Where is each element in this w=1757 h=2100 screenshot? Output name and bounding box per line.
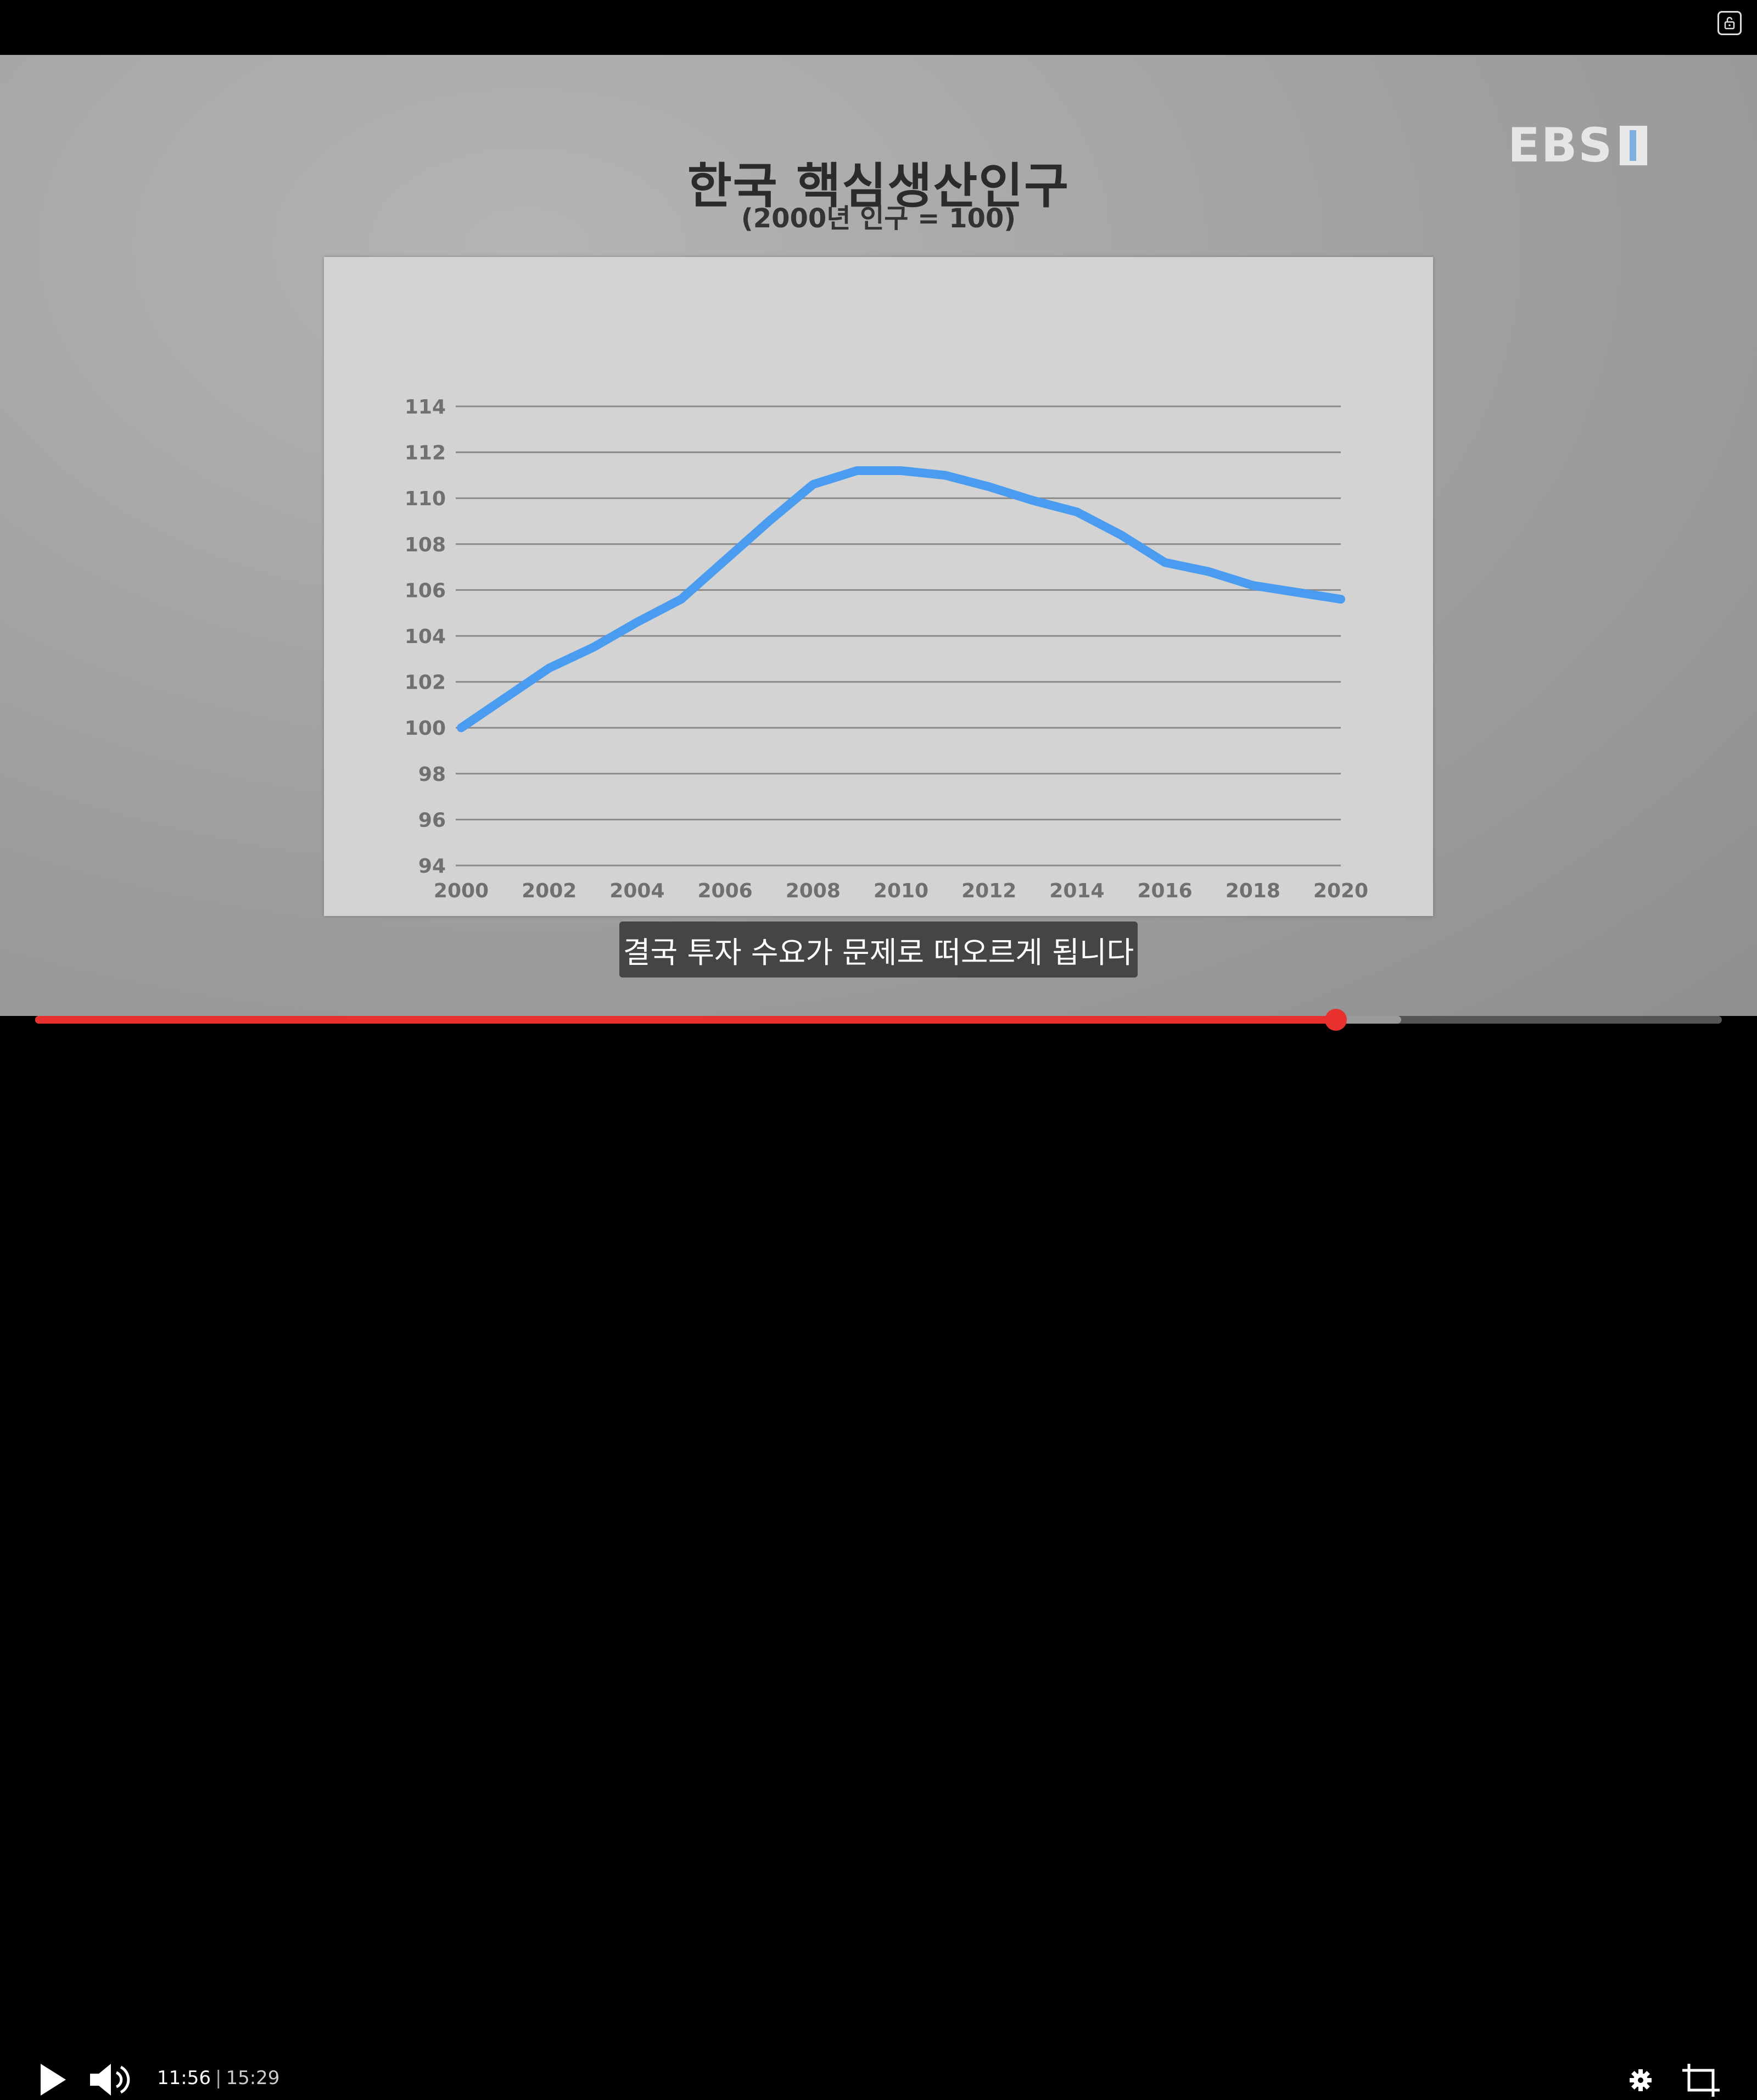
y-tick-label: 112 [405,442,446,465]
y-tick-label: 110 [405,488,446,510]
lock-icon [1724,16,1735,30]
x-tick-label: 2002 [522,880,577,902]
current-time: 11:56 [157,2067,211,2089]
settings-button[interactable] [1627,2067,1654,2093]
y-tick-label: 98 [418,763,446,786]
x-tick-label: 2014 [1049,880,1104,902]
x-tick-label: 2010 [874,880,928,902]
duration: 15:29 [226,2067,280,2089]
caption-text: 결국 투자 수요가 문제로 떠오르게 됩니다 [623,935,1134,970]
x-tick-label: 2008 [786,880,841,902]
y-tick-label: 104 [405,625,446,648]
time-display: 11:56 | 15:29 [157,2067,279,2089]
logo-text: EBS [1508,118,1614,173]
settings-icon [1630,2069,1652,2091]
logo-mark-icon [1620,126,1648,165]
time-separator: | [215,2067,222,2089]
lock-button[interactable] [1717,11,1742,35]
x-tick-label: 2006 [697,880,752,902]
x-tick-label: 2018 [1226,880,1280,902]
play-button[interactable] [37,2062,68,2098]
progress-knob[interactable] [1324,1009,1347,1031]
x-tick-label: 2004 [609,880,664,902]
channel-logo: EBS [1508,118,1648,173]
y-tick-label: 100 [405,717,446,740]
volume-icon [90,2064,130,2096]
video-frame[interactable]: 한국 핵심생산인구 (2000년 인구 = 100) EBS 114 112 110… [0,55,1757,1016]
x-tick-label: 2000 [434,880,489,902]
chart-subtitle: (2000년 인구 = 100) [741,203,1016,234]
volume-button[interactable] [88,2062,134,2098]
series-line [457,466,1345,733]
crop-icon [1682,2064,1720,2097]
y-tick-label: 96 [418,809,446,831]
y-tick-label: 94 [418,855,446,878]
progress-bar [35,1016,1336,1024]
crop-button[interactable] [1681,2063,1721,2098]
top-bar [0,0,1757,55]
y-tick-label: 108 [405,534,446,556]
play-icon [41,2064,66,2096]
y-tick-label: 106 [405,579,446,602]
x-tick-label: 2016 [1137,880,1192,902]
chart-paper: 114 112 110 108 106 104 102 100 98 96 94 2000 2002 20… [324,257,1433,916]
y-tick-label: 114 [405,396,446,418]
chart-title: 한국 핵심생산인구 [687,158,1070,214]
player-controls: 11:56 | 15:29 [0,1016,1757,2097]
subtitle-caption: 결국 투자 수요가 문제로 떠오르게 됩니다 [619,921,1138,978]
x-tick-label: 2020 [1313,880,1368,902]
x-tick-label: 2012 [961,880,1016,902]
y-tick-label: 102 [405,672,446,694]
